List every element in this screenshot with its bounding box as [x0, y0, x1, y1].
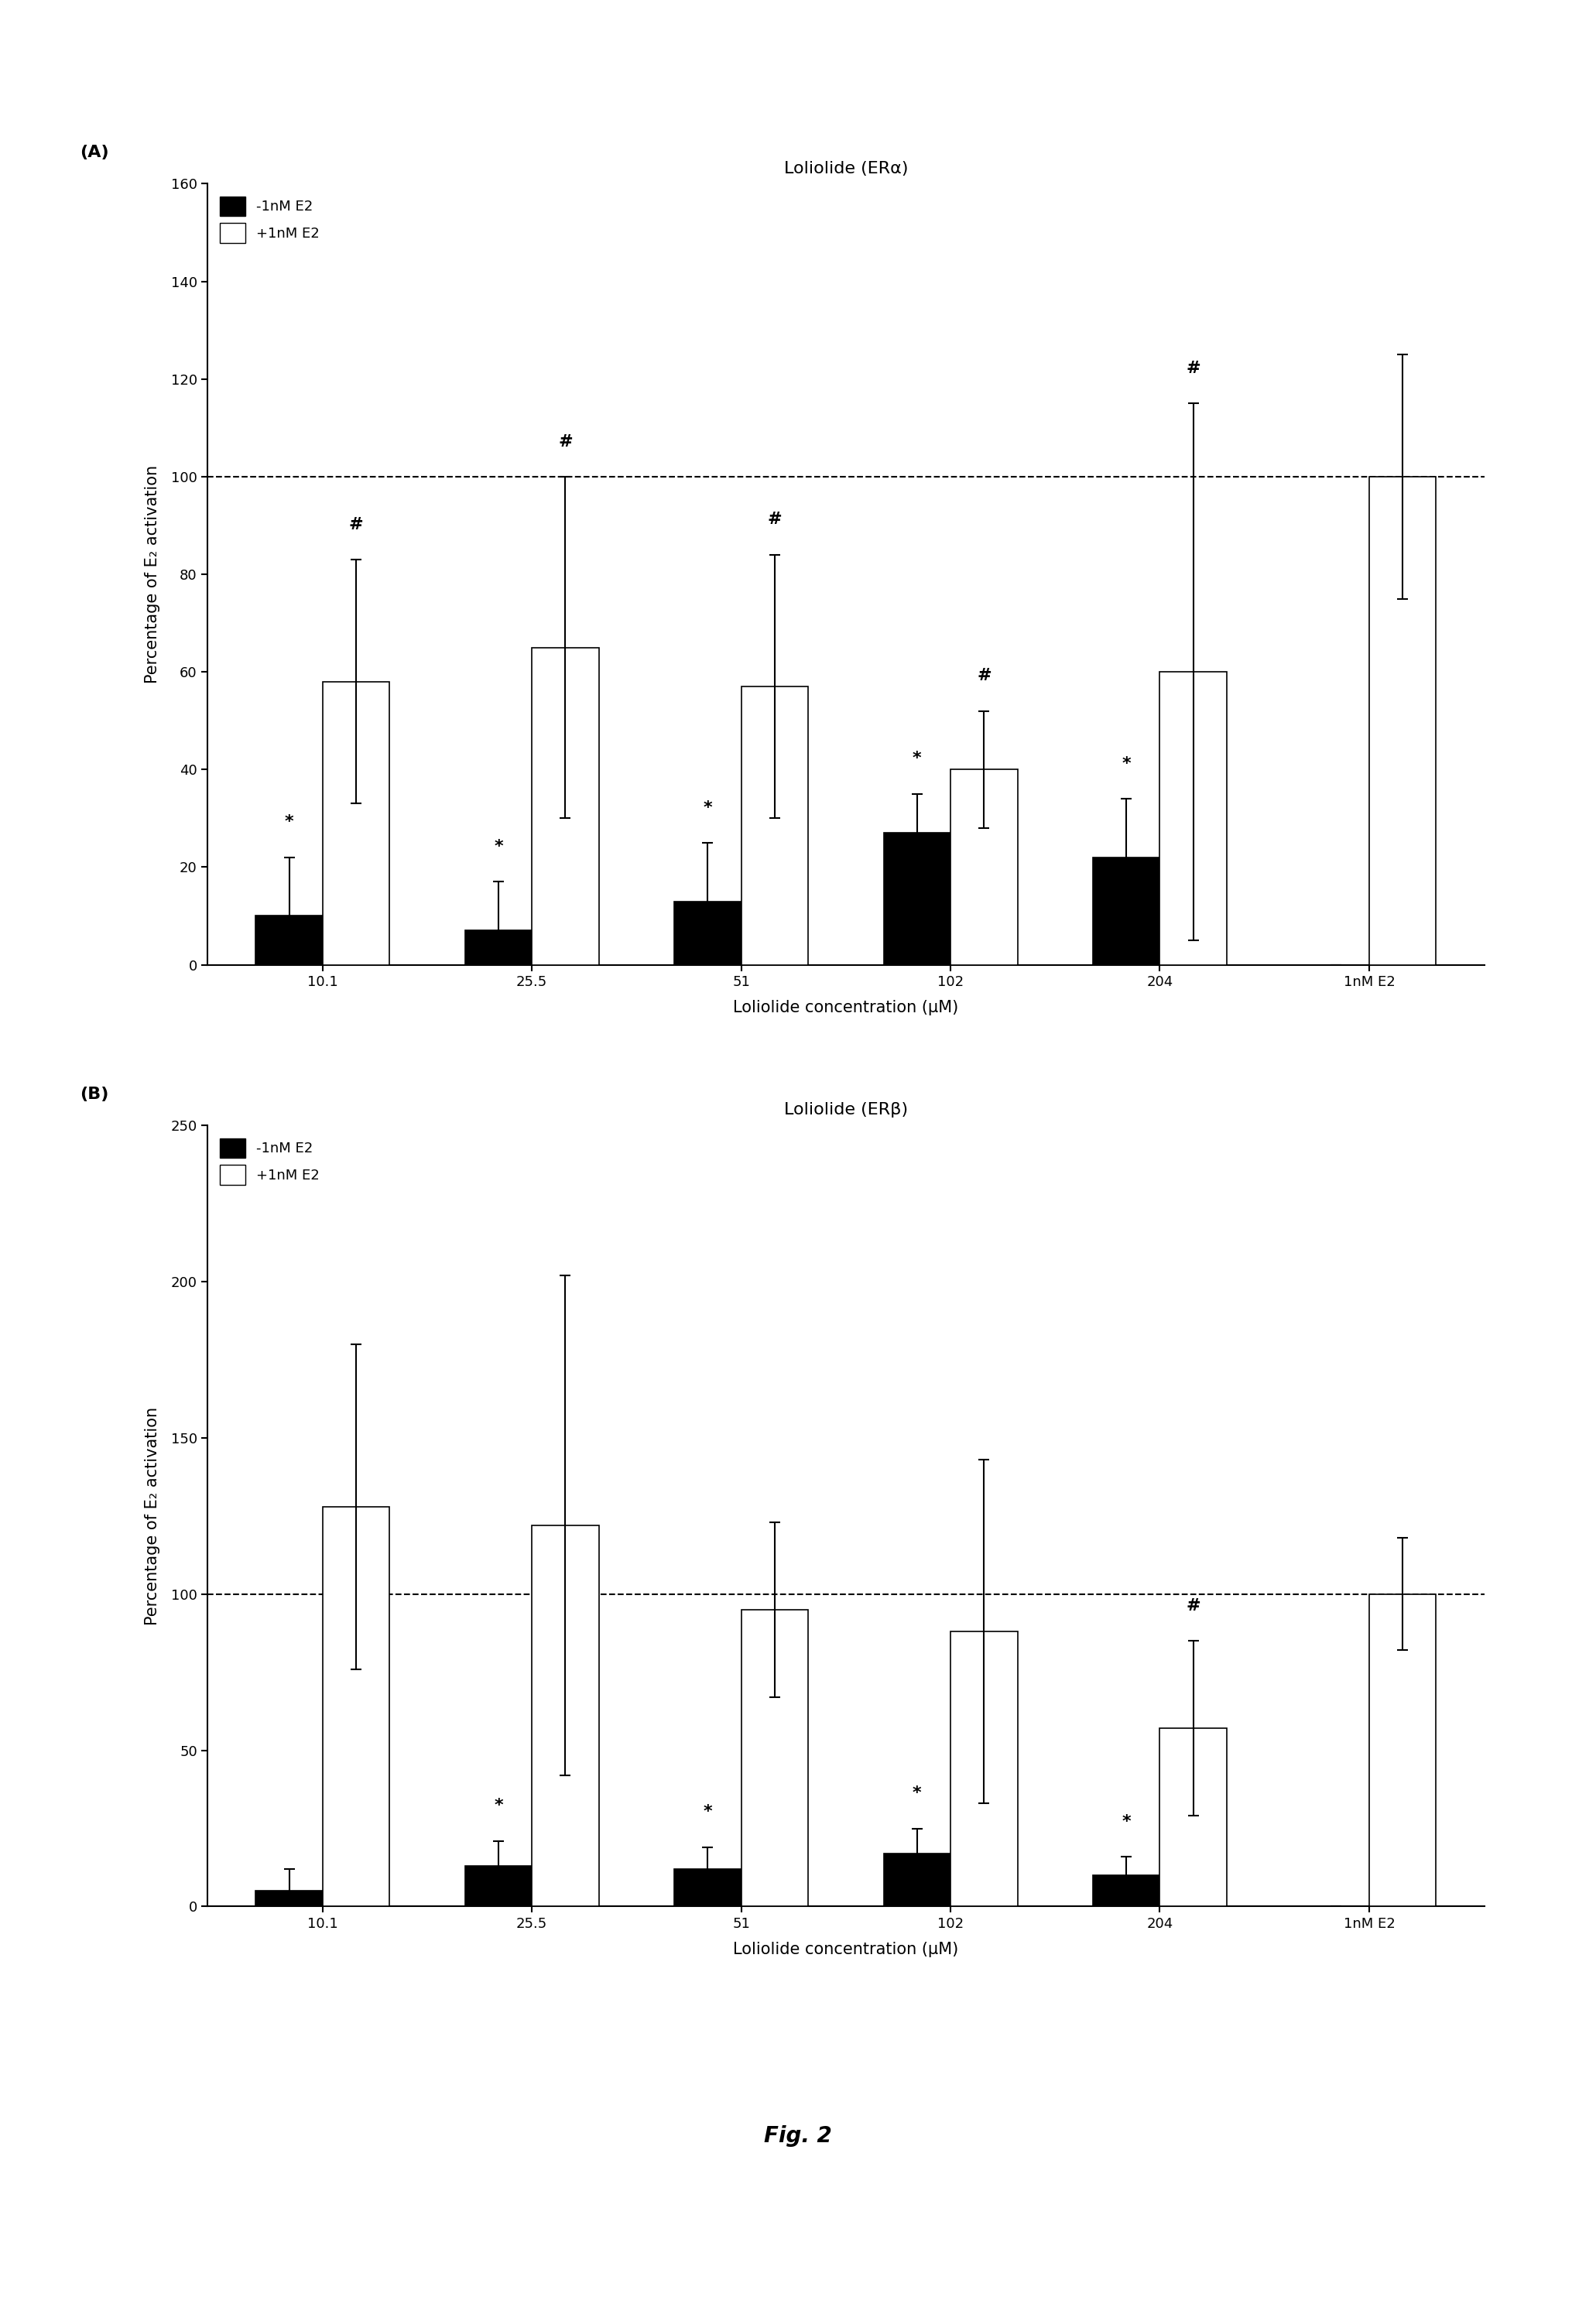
Bar [1160, 1727, 1227, 1907]
Text: #: # [559, 434, 573, 450]
Y-axis label: Percentage of E₂ activation: Percentage of E₂ activation [145, 1406, 160, 1626]
Bar [674, 900, 741, 965]
Text: (B): (B) [80, 1086, 109, 1103]
Bar [531, 1525, 598, 1907]
Text: *: * [1122, 756, 1132, 772]
Text: #: # [768, 512, 782, 528]
Legend: -1nM E2, +1nM E2: -1nM E2, +1nM E2 [214, 191, 326, 248]
Bar [255, 917, 322, 965]
Bar [531, 648, 598, 965]
Bar [464, 930, 531, 965]
Bar [1160, 673, 1227, 965]
Legend: -1nM E2, +1nM E2: -1nM E2, +1nM E2 [214, 1132, 326, 1190]
Text: *: * [284, 815, 294, 829]
Title: Loliolide (ERβ): Loliolide (ERβ) [784, 1103, 908, 1119]
Title: Loliolide (ERα): Loliolide (ERα) [784, 161, 908, 177]
Text: *: * [704, 799, 712, 815]
Text: (A): (A) [80, 145, 109, 161]
Text: #: # [1186, 361, 1200, 377]
Text: *: * [913, 751, 921, 767]
Bar [951, 1631, 1018, 1907]
Bar [741, 687, 808, 965]
Bar [1369, 478, 1436, 965]
Bar [1093, 1874, 1160, 1907]
Text: *: * [493, 838, 503, 854]
Text: *: * [493, 1799, 503, 1815]
Text: *: * [1122, 1815, 1132, 1828]
Bar [255, 1890, 322, 1907]
Bar [1369, 1594, 1436, 1907]
Bar [951, 769, 1018, 965]
X-axis label: Loliolide concentration (μM): Loliolide concentration (μM) [733, 999, 959, 1015]
Bar [464, 1865, 531, 1907]
Bar [322, 1507, 389, 1907]
Bar [322, 682, 389, 965]
Bar [1093, 857, 1160, 965]
Bar [884, 1854, 951, 1907]
Y-axis label: Percentage of E₂ activation: Percentage of E₂ activation [145, 464, 160, 685]
Text: #: # [350, 517, 364, 533]
Text: #: # [1186, 1599, 1200, 1612]
Bar [674, 1870, 741, 1907]
Bar [884, 834, 951, 965]
Text: *: * [704, 1805, 712, 1819]
Bar [741, 1610, 808, 1907]
X-axis label: Loliolide concentration (μM): Loliolide concentration (μM) [733, 1941, 959, 1957]
Text: Fig. 2: Fig. 2 [764, 2125, 832, 2148]
Text: *: * [913, 1785, 921, 1801]
Text: #: # [977, 668, 991, 685]
